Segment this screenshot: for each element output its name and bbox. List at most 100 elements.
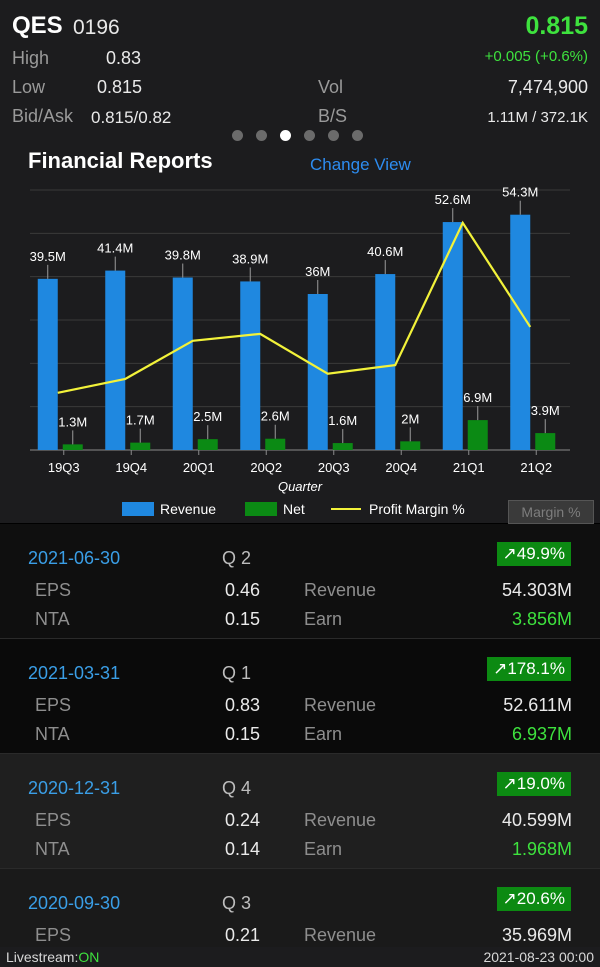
x-tick-label: 19Q3 <box>48 460 80 475</box>
eps-value: 0.21 <box>224 925 260 945</box>
low-value: 0.815 <box>97 77 143 97</box>
bs-label: B/S <box>318 106 348 126</box>
revenue-data-label: 39.5M <box>30 249 66 264</box>
x-tick-label: 21Q1 <box>453 460 485 475</box>
net-bar <box>62 444 83 450</box>
page-dot[interactable] <box>304 130 315 141</box>
high-label: High <box>12 48 50 68</box>
row-divider <box>0 638 600 639</box>
revenue-data-label: 36M <box>305 264 330 279</box>
net-bar <box>265 438 286 450</box>
quote-header <box>0 0 600 142</box>
revenue-bar <box>172 277 193 450</box>
vol-value: 7,474,900 <box>507 77 588 97</box>
x-tick-label: 20Q1 <box>183 460 215 475</box>
change-badge: ↗49.9% <box>496 542 571 566</box>
high-value: 0.83 <box>106 48 142 68</box>
revenue-label: Revenue <box>304 580 377 600</box>
x-tick-label: 19Q4 <box>115 460 147 475</box>
revenue-data-label: 54.3M <box>502 185 538 200</box>
card-title: Financial Reports <box>28 148 213 173</box>
profit-margin-line <box>57 220 532 394</box>
livestream-status[interactable]: Livestream:ON <box>6 949 100 965</box>
eps-value: 0.24 <box>224 810 260 830</box>
earn-label: Earn <box>304 724 343 744</box>
change-badge: ↗20.6% <box>496 887 571 911</box>
quarter-label: Q 4 <box>222 778 252 798</box>
net-data-label: 1.3M <box>58 414 87 429</box>
report-date: 2021-06-30 <box>28 548 121 568</box>
earn-value: 1.968M <box>511 839 572 859</box>
nta-label: NTA <box>35 609 70 629</box>
earn-label: Earn <box>304 839 343 859</box>
x-tick-label: 21Q2 <box>520 460 552 475</box>
revenue-bar <box>375 274 396 450</box>
revenue-bar <box>37 278 58 450</box>
eps-label: EPS <box>35 580 72 600</box>
row-divider <box>0 753 600 754</box>
report-row[interactable]: 2021-06-30 Q 2 ↗49.9% EPS 0.46 NTA 0.15 … <box>0 524 600 638</box>
report-row[interactable]: 2020-09-30 Q 3 ↗20.6% EPS 0.21 Revenue 3… <box>0 869 600 947</box>
revenue-data-label: 38.9M <box>232 251 268 266</box>
net-bar <box>467 420 488 450</box>
eps-label: EPS <box>35 695 72 715</box>
nta-value: 0.15 <box>224 724 260 744</box>
page-dot[interactable] <box>352 130 363 141</box>
legend-swatch-net <box>245 502 277 516</box>
x-tick-label: 20Q2 <box>250 460 282 475</box>
legend-label-margin: Profit Margin % <box>369 501 465 517</box>
revenue-data-label: 41.4M <box>97 241 133 256</box>
quarter-label: Q 1 <box>222 663 252 683</box>
net-data-label: 2.5M <box>193 409 222 424</box>
revenue-bar <box>105 270 126 450</box>
nta-label: NTA <box>35 839 70 859</box>
net-bar <box>400 441 421 450</box>
net-bar <box>130 442 151 450</box>
row-divider <box>0 868 600 869</box>
x-tick-label: 20Q4 <box>385 460 417 475</box>
revenue-bar <box>510 214 531 450</box>
legend-label-net: Net <box>283 501 305 517</box>
eps-value: 0.46 <box>224 580 260 600</box>
quarter-label: Q 2 <box>222 548 252 568</box>
status-bar: Livestream:ON 2021-08-23 00:00 <box>0 947 600 967</box>
eps-label: EPS <box>35 810 72 830</box>
bidask-value: 0.815/0.82 <box>91 108 172 127</box>
revenue-data-label: 39.8M <box>165 248 201 263</box>
nta-value: 0.15 <box>224 609 260 629</box>
revenue-label: Revenue <box>304 810 377 830</box>
revenue-value: 52.611M <box>503 695 572 715</box>
page-dot[interactable] <box>280 130 291 141</box>
net-data-label: 1.7M <box>126 413 155 428</box>
livestream-state: ON <box>78 949 100 965</box>
x-tick-label: 20Q3 <box>318 460 350 475</box>
earn-label: Earn <box>304 609 343 629</box>
net-data-label: 3.9M <box>531 403 560 418</box>
page-dot[interactable] <box>256 130 267 141</box>
report-date: 2020-09-30 <box>28 893 121 913</box>
earn-value: 3.856M <box>511 609 572 629</box>
legend-label-revenue: Revenue <box>160 501 216 517</box>
page-indicator[interactable] <box>232 130 363 142</box>
x-axis-label: Quarter <box>278 479 323 494</box>
report-date: 2020-12-31 <box>28 778 121 798</box>
net-data-label: 2.6M <box>261 409 290 424</box>
revenue-label: Revenue <box>304 695 377 715</box>
net-data-label: 1.6M <box>328 413 357 428</box>
net-bar <box>332 443 353 450</box>
revenue-data-label: 52.6M <box>435 192 471 207</box>
page-dot[interactable] <box>232 130 243 141</box>
stock-symbol: QES <box>12 12 63 39</box>
revenue-value: 54.303M <box>501 580 572 600</box>
change-view-button[interactable]: Change View <box>310 155 411 174</box>
timestamp: 2021-08-23 00:00 <box>483 949 594 965</box>
page-dot[interactable] <box>328 130 339 141</box>
stock-code: 0196 <box>73 16 120 39</box>
eps-value: 0.83 <box>224 695 260 715</box>
net-bar <box>197 439 218 450</box>
report-row[interactable]: 2020-12-31 Q 4 ↗19.0% EPS 0.24 NTA 0.14 … <box>0 754 600 868</box>
change-badge: ↗19.0% <box>496 772 571 796</box>
revenue-bar <box>240 281 261 450</box>
margin-toggle-button[interactable]: Margin % <box>508 500 594 524</box>
report-row[interactable]: 2021-03-31 Q 1 ↗178.1% EPS 0.83 NTA 0.15… <box>0 639 600 753</box>
